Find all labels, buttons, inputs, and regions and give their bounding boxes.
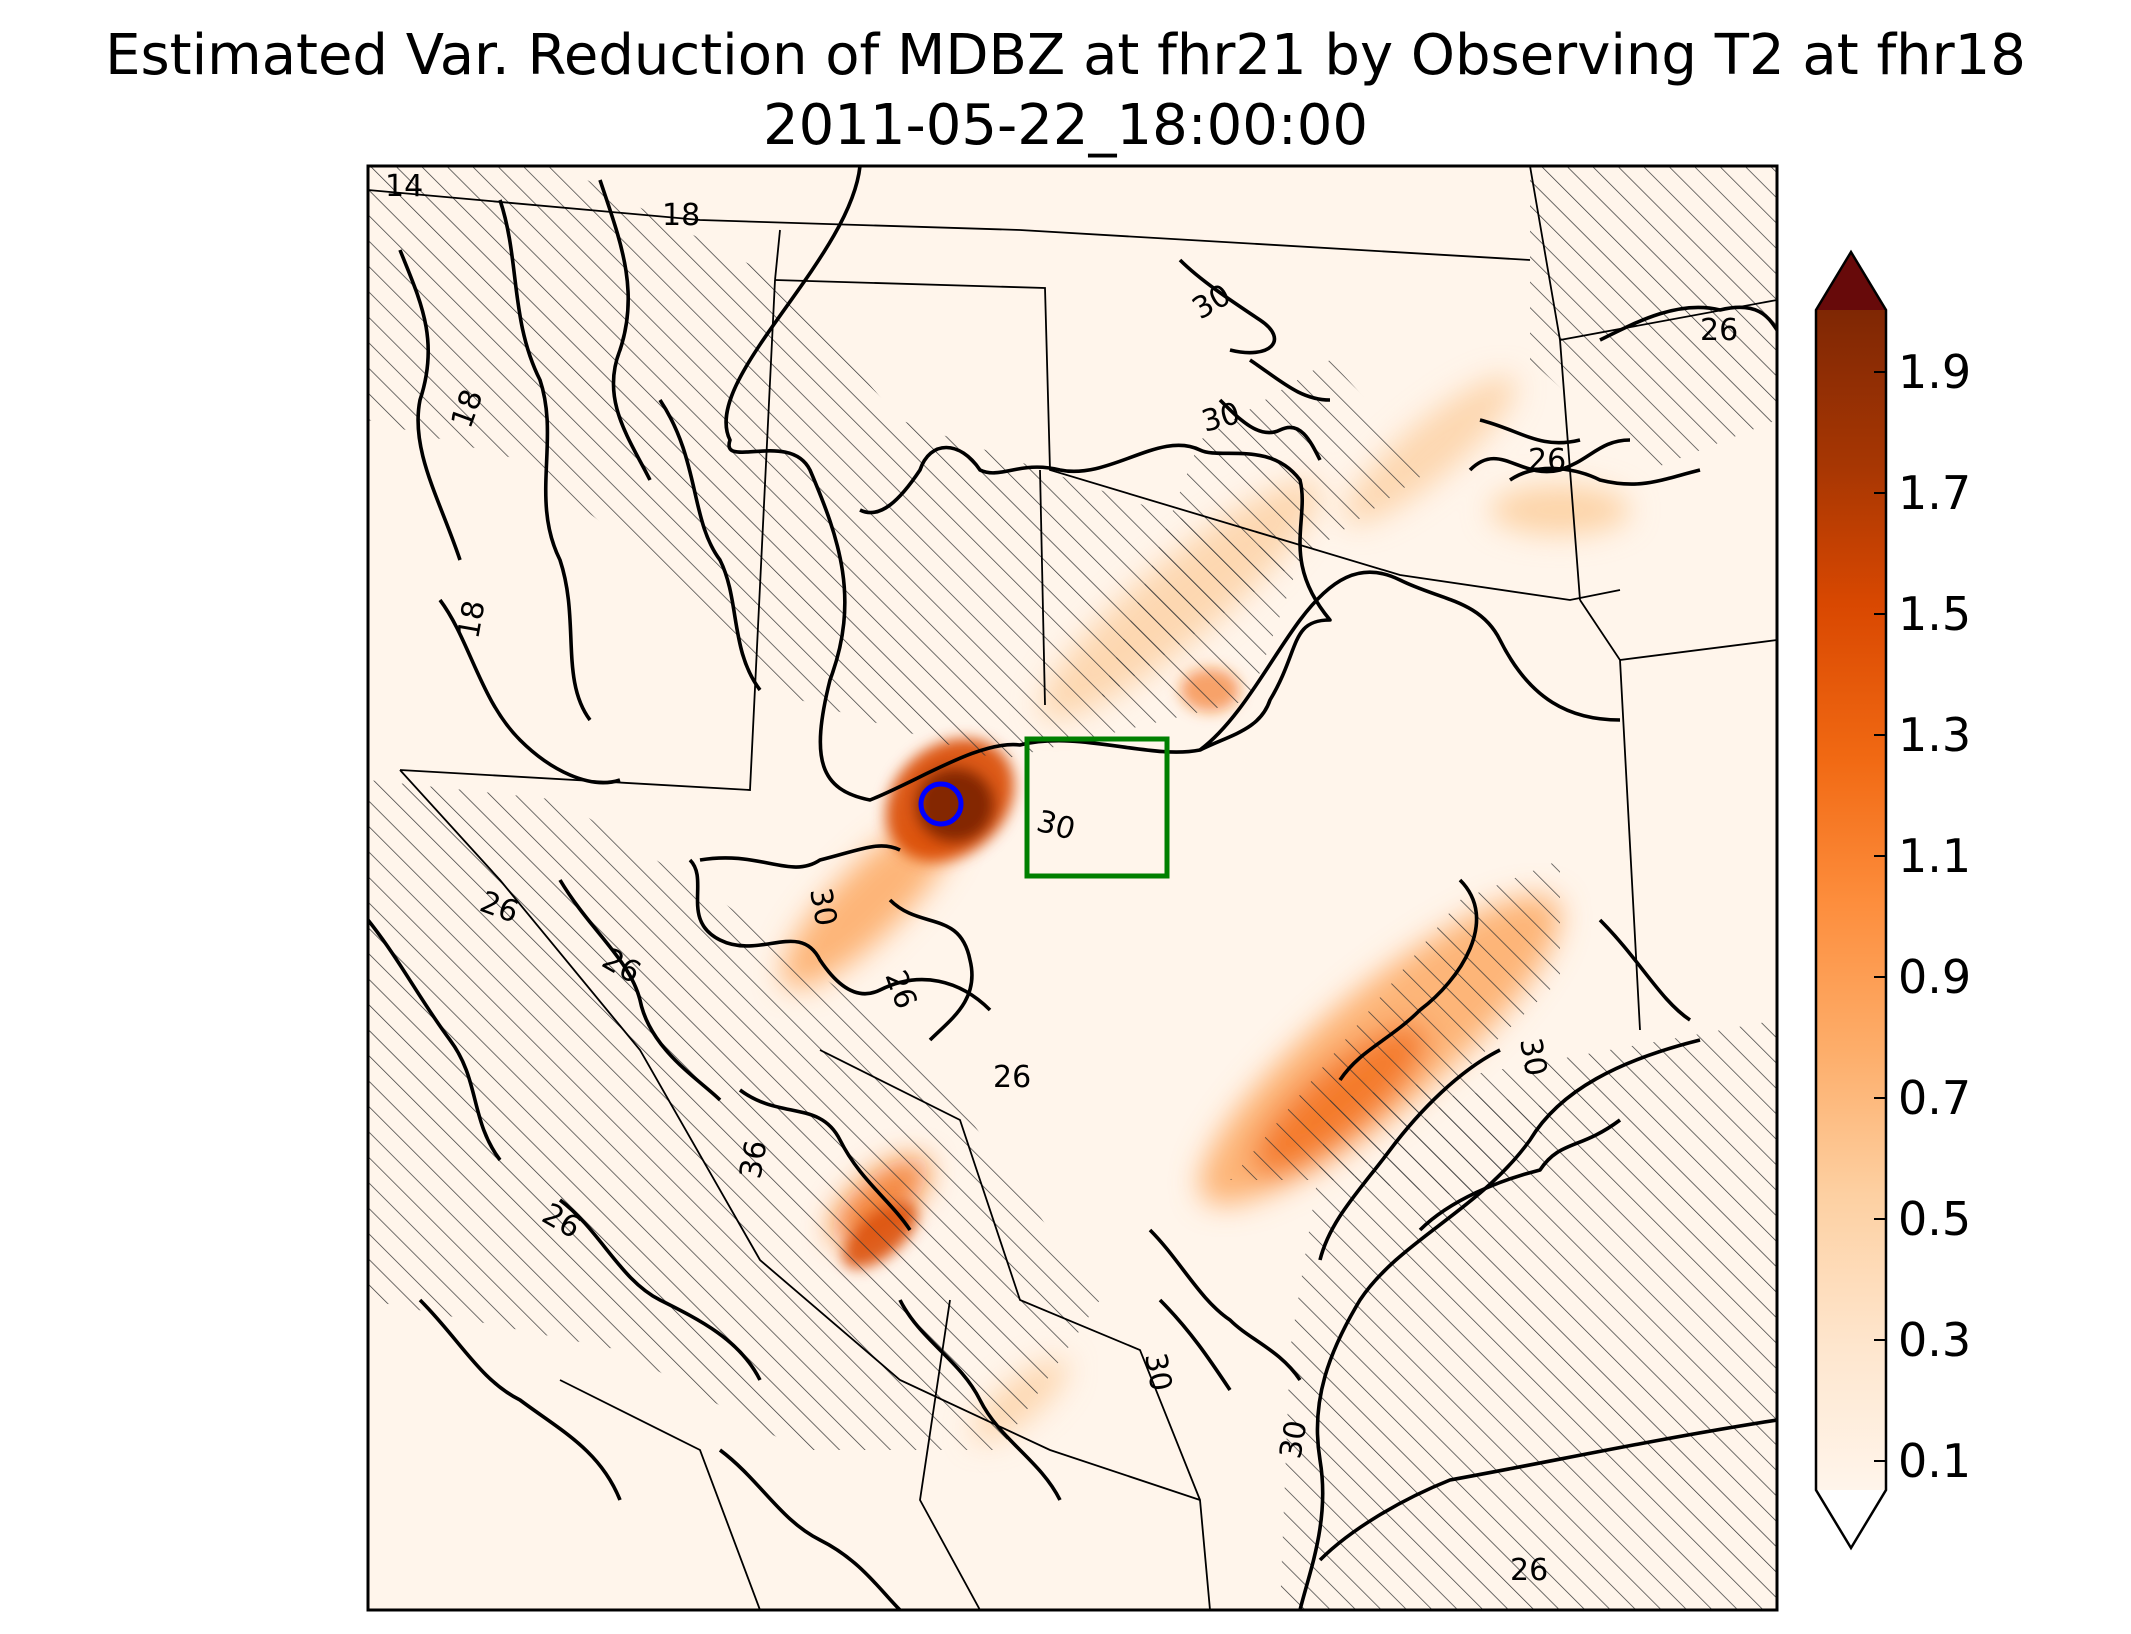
contour-label: 18 [451, 598, 492, 642]
contour-label: 30 [1137, 1350, 1178, 1394]
colorbar-min-extension [1816, 1490, 1886, 1548]
plot-subtitle: 2011-05-22_18:00:00 [763, 93, 1368, 158]
contour-label: 18 [662, 198, 700, 233]
colorbar-outline [1814, 249, 1888, 1551]
colorbar-tick-label: 0.1 [1898, 1434, 1971, 1488]
contour-label: 30 [802, 885, 843, 929]
map-frame [366, 164, 1779, 1612]
contour-label: 26 [993, 1060, 1031, 1095]
colorbar-tick-label: 1.3 [1898, 708, 1971, 762]
colorbar-body [1816, 310, 1886, 1490]
colorbar-tick-label: 1.9 [1898, 345, 1971, 399]
colorbar-tick-labels: 1.9 1.7 1.5 1.3 1.1 0.9 0.7 0.5 0.3 0.1 [1898, 345, 1971, 1488]
colorbar-tick-label: 1.5 [1898, 587, 1971, 641]
contour-label: 26 [1700, 313, 1738, 348]
contour-label: 30 [1512, 1035, 1553, 1079]
colorbar-tick-label: 0.3 [1898, 1313, 1971, 1367]
colorbar-tick-label: 0.7 [1898, 1071, 1971, 1125]
contour-label: 14 [385, 169, 423, 204]
contour-label: 36 [733, 1138, 774, 1182]
colorbar: 1.9 1.7 1.5 1.3 1.1 0.9 0.7 0.5 0.3 0.1 [1814, 249, 1971, 1551]
target-box [1024, 736, 1170, 879]
colorbar-tick-label: 1.7 [1898, 466, 1971, 520]
colorbar-tick-label: 0.9 [1898, 950, 1971, 1004]
colorbar-tick-label: 0.5 [1898, 1192, 1971, 1246]
plot-title: Estimated Var. Reduction of MDBZ at fhr2… [105, 23, 2026, 88]
contour-label: 26 [1510, 1553, 1548, 1588]
map-panel: 14 18 18 18 26 26 26 26 26 26 26 26 30 3… [368, 166, 1777, 1610]
colorbar-tick-label: 1.1 [1898, 829, 1971, 883]
significance-hatching [368, 166, 1777, 1610]
contour-label: 26 [1528, 443, 1566, 478]
colorbar-max-extension [1816, 252, 1886, 310]
contour-lines [368, 166, 1777, 1610]
colorbar-ticks [1874, 371, 1886, 1462]
contour-label: 30 [1273, 1418, 1314, 1462]
observation-marker [918, 781, 964, 827]
